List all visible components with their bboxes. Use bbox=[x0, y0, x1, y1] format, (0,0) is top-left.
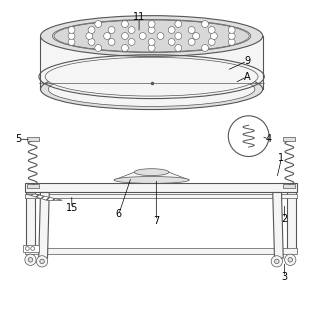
Circle shape bbox=[211, 33, 217, 39]
Polygon shape bbox=[26, 192, 35, 252]
Text: 6: 6 bbox=[116, 209, 122, 219]
Circle shape bbox=[188, 38, 195, 45]
Circle shape bbox=[168, 27, 175, 33]
Circle shape bbox=[148, 21, 155, 28]
Polygon shape bbox=[114, 172, 189, 180]
Circle shape bbox=[88, 38, 95, 45]
Circle shape bbox=[121, 33, 128, 39]
Circle shape bbox=[148, 44, 155, 51]
Text: 4: 4 bbox=[266, 134, 272, 144]
Circle shape bbox=[40, 259, 44, 264]
Polygon shape bbox=[39, 192, 49, 258]
Ellipse shape bbox=[45, 57, 258, 96]
FancyBboxPatch shape bbox=[23, 245, 39, 252]
Circle shape bbox=[168, 38, 175, 45]
Ellipse shape bbox=[134, 169, 169, 176]
Circle shape bbox=[285, 254, 296, 265]
Text: 3: 3 bbox=[281, 272, 288, 282]
Polygon shape bbox=[26, 194, 62, 200]
Circle shape bbox=[68, 38, 75, 45]
Text: 11: 11 bbox=[133, 12, 145, 22]
Circle shape bbox=[175, 21, 182, 28]
Circle shape bbox=[275, 259, 279, 264]
Ellipse shape bbox=[48, 72, 255, 106]
FancyBboxPatch shape bbox=[283, 184, 295, 188]
Circle shape bbox=[121, 21, 128, 28]
Circle shape bbox=[271, 256, 282, 267]
Polygon shape bbox=[287, 192, 296, 252]
Circle shape bbox=[193, 33, 200, 39]
Circle shape bbox=[228, 27, 235, 33]
Text: 5: 5 bbox=[15, 134, 22, 144]
Circle shape bbox=[95, 44, 102, 51]
Circle shape bbox=[25, 247, 29, 250]
Circle shape bbox=[288, 258, 292, 262]
Circle shape bbox=[68, 33, 75, 39]
Ellipse shape bbox=[52, 19, 251, 53]
Circle shape bbox=[128, 27, 135, 33]
Polygon shape bbox=[41, 36, 263, 89]
Circle shape bbox=[108, 38, 115, 45]
Text: 1: 1 bbox=[279, 153, 285, 163]
Circle shape bbox=[104, 33, 110, 39]
Circle shape bbox=[202, 21, 208, 28]
Text: 9: 9 bbox=[244, 56, 250, 66]
Circle shape bbox=[25, 254, 36, 265]
Ellipse shape bbox=[41, 69, 263, 110]
Circle shape bbox=[228, 38, 235, 45]
Circle shape bbox=[95, 21, 102, 28]
FancyBboxPatch shape bbox=[27, 184, 39, 188]
Text: 15: 15 bbox=[66, 203, 78, 213]
Circle shape bbox=[188, 27, 195, 33]
Polygon shape bbox=[273, 192, 283, 258]
Circle shape bbox=[128, 38, 135, 45]
Circle shape bbox=[228, 33, 235, 39]
Text: A: A bbox=[244, 72, 251, 82]
Circle shape bbox=[208, 38, 215, 45]
Circle shape bbox=[208, 27, 215, 33]
Circle shape bbox=[175, 44, 182, 51]
Circle shape bbox=[228, 116, 269, 156]
Ellipse shape bbox=[114, 177, 189, 183]
Circle shape bbox=[68, 27, 75, 33]
Circle shape bbox=[148, 38, 155, 45]
Circle shape bbox=[108, 27, 115, 33]
Circle shape bbox=[148, 27, 155, 33]
Circle shape bbox=[157, 33, 164, 39]
Circle shape bbox=[86, 33, 93, 39]
FancyBboxPatch shape bbox=[25, 248, 297, 254]
Circle shape bbox=[28, 258, 33, 262]
Circle shape bbox=[31, 247, 34, 250]
Ellipse shape bbox=[54, 20, 249, 52]
Circle shape bbox=[175, 33, 182, 39]
Text: 2: 2 bbox=[281, 214, 288, 224]
Text: 7: 7 bbox=[153, 216, 159, 226]
Circle shape bbox=[121, 44, 128, 51]
FancyBboxPatch shape bbox=[283, 137, 295, 141]
Circle shape bbox=[202, 44, 208, 51]
Circle shape bbox=[88, 27, 95, 33]
Circle shape bbox=[36, 256, 48, 267]
FancyBboxPatch shape bbox=[25, 194, 297, 198]
Ellipse shape bbox=[41, 16, 263, 56]
Circle shape bbox=[139, 33, 146, 39]
FancyBboxPatch shape bbox=[25, 183, 297, 192]
FancyBboxPatch shape bbox=[27, 137, 39, 141]
